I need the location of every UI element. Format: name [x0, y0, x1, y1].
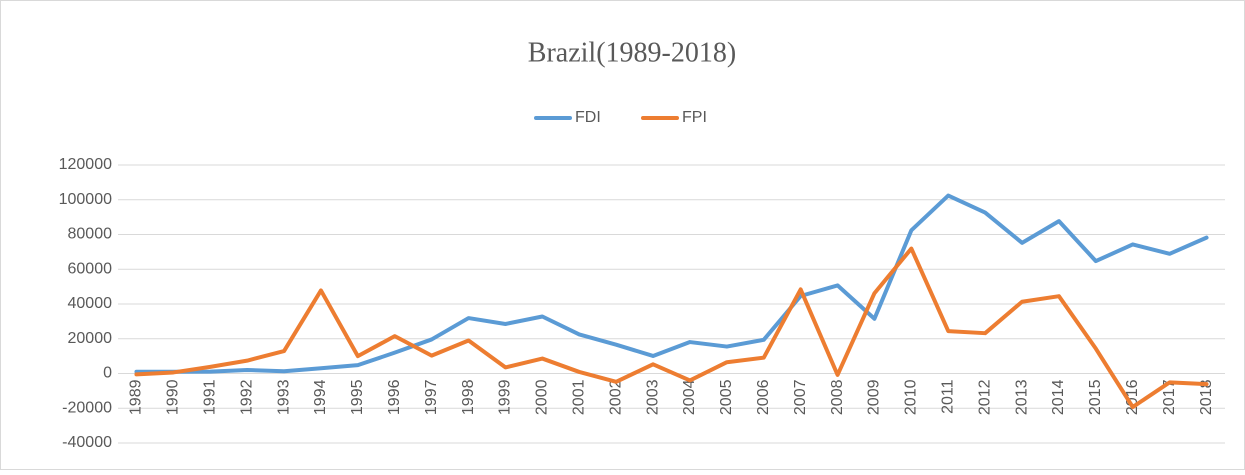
x-tick-label: 1997 [423, 379, 440, 415]
y-tick-label: 80000 [68, 226, 113, 243]
x-tick-label: 1999 [497, 379, 514, 415]
y-tick-label: -20000 [62, 399, 112, 416]
x-tick-label: 2008 [829, 379, 846, 415]
x-tick-label: 2013 [1013, 379, 1030, 415]
x-tick-label: 1991 [201, 379, 218, 415]
chart-title: Brazil(1989-2018) [528, 37, 736, 68]
y-tick-label: 40000 [68, 295, 113, 312]
x-tick-label: 2018 [1198, 379, 1215, 415]
x-tick-label: 1989 [128, 379, 145, 415]
x-tick-label: 1992 [238, 379, 255, 415]
legend-label: FDI [575, 109, 601, 126]
x-tick-label: 2011 [939, 379, 956, 414]
x-tick-label: 1994 [312, 379, 329, 415]
x-tick-label: 2003 [644, 379, 661, 415]
x-tick-label: 1998 [460, 379, 477, 415]
y-tick-label: -40000 [62, 434, 112, 451]
legend-label: FPI [682, 109, 707, 126]
y-tick-label: 0 [103, 365, 112, 382]
x-tick-label: 2012 [976, 379, 993, 415]
x-tick-label: 2002 [607, 379, 624, 415]
x-tick-label: 2017 [1161, 379, 1178, 415]
x-tick-label: 2007 [792, 379, 809, 415]
x-tick-label: 2010 [903, 379, 920, 415]
y-tick-label: 60000 [68, 260, 113, 277]
x-tick-label: 2000 [534, 379, 551, 415]
x-tick-label: 2014 [1050, 379, 1067, 415]
x-tick-label: 2001 [570, 379, 587, 415]
y-tick-label: 120000 [59, 156, 112, 173]
x-tick-label: 1995 [349, 379, 366, 415]
y-tick-label: 100000 [59, 191, 112, 208]
x-tick-label: 2005 [718, 379, 735, 415]
x-tick-label: 2006 [755, 379, 772, 415]
line-series [134, 246, 1209, 410]
x-tick-label: 1996 [386, 379, 403, 415]
x-tick-label: 2009 [866, 379, 883, 415]
x-tick-label: 2015 [1087, 379, 1104, 415]
x-tick-label: 1990 [165, 379, 182, 415]
y-tick-label: 20000 [68, 330, 113, 347]
line-series [134, 193, 1209, 374]
x-tick-label: 1993 [275, 379, 292, 415]
x-tick-label: 2004 [681, 379, 698, 415]
